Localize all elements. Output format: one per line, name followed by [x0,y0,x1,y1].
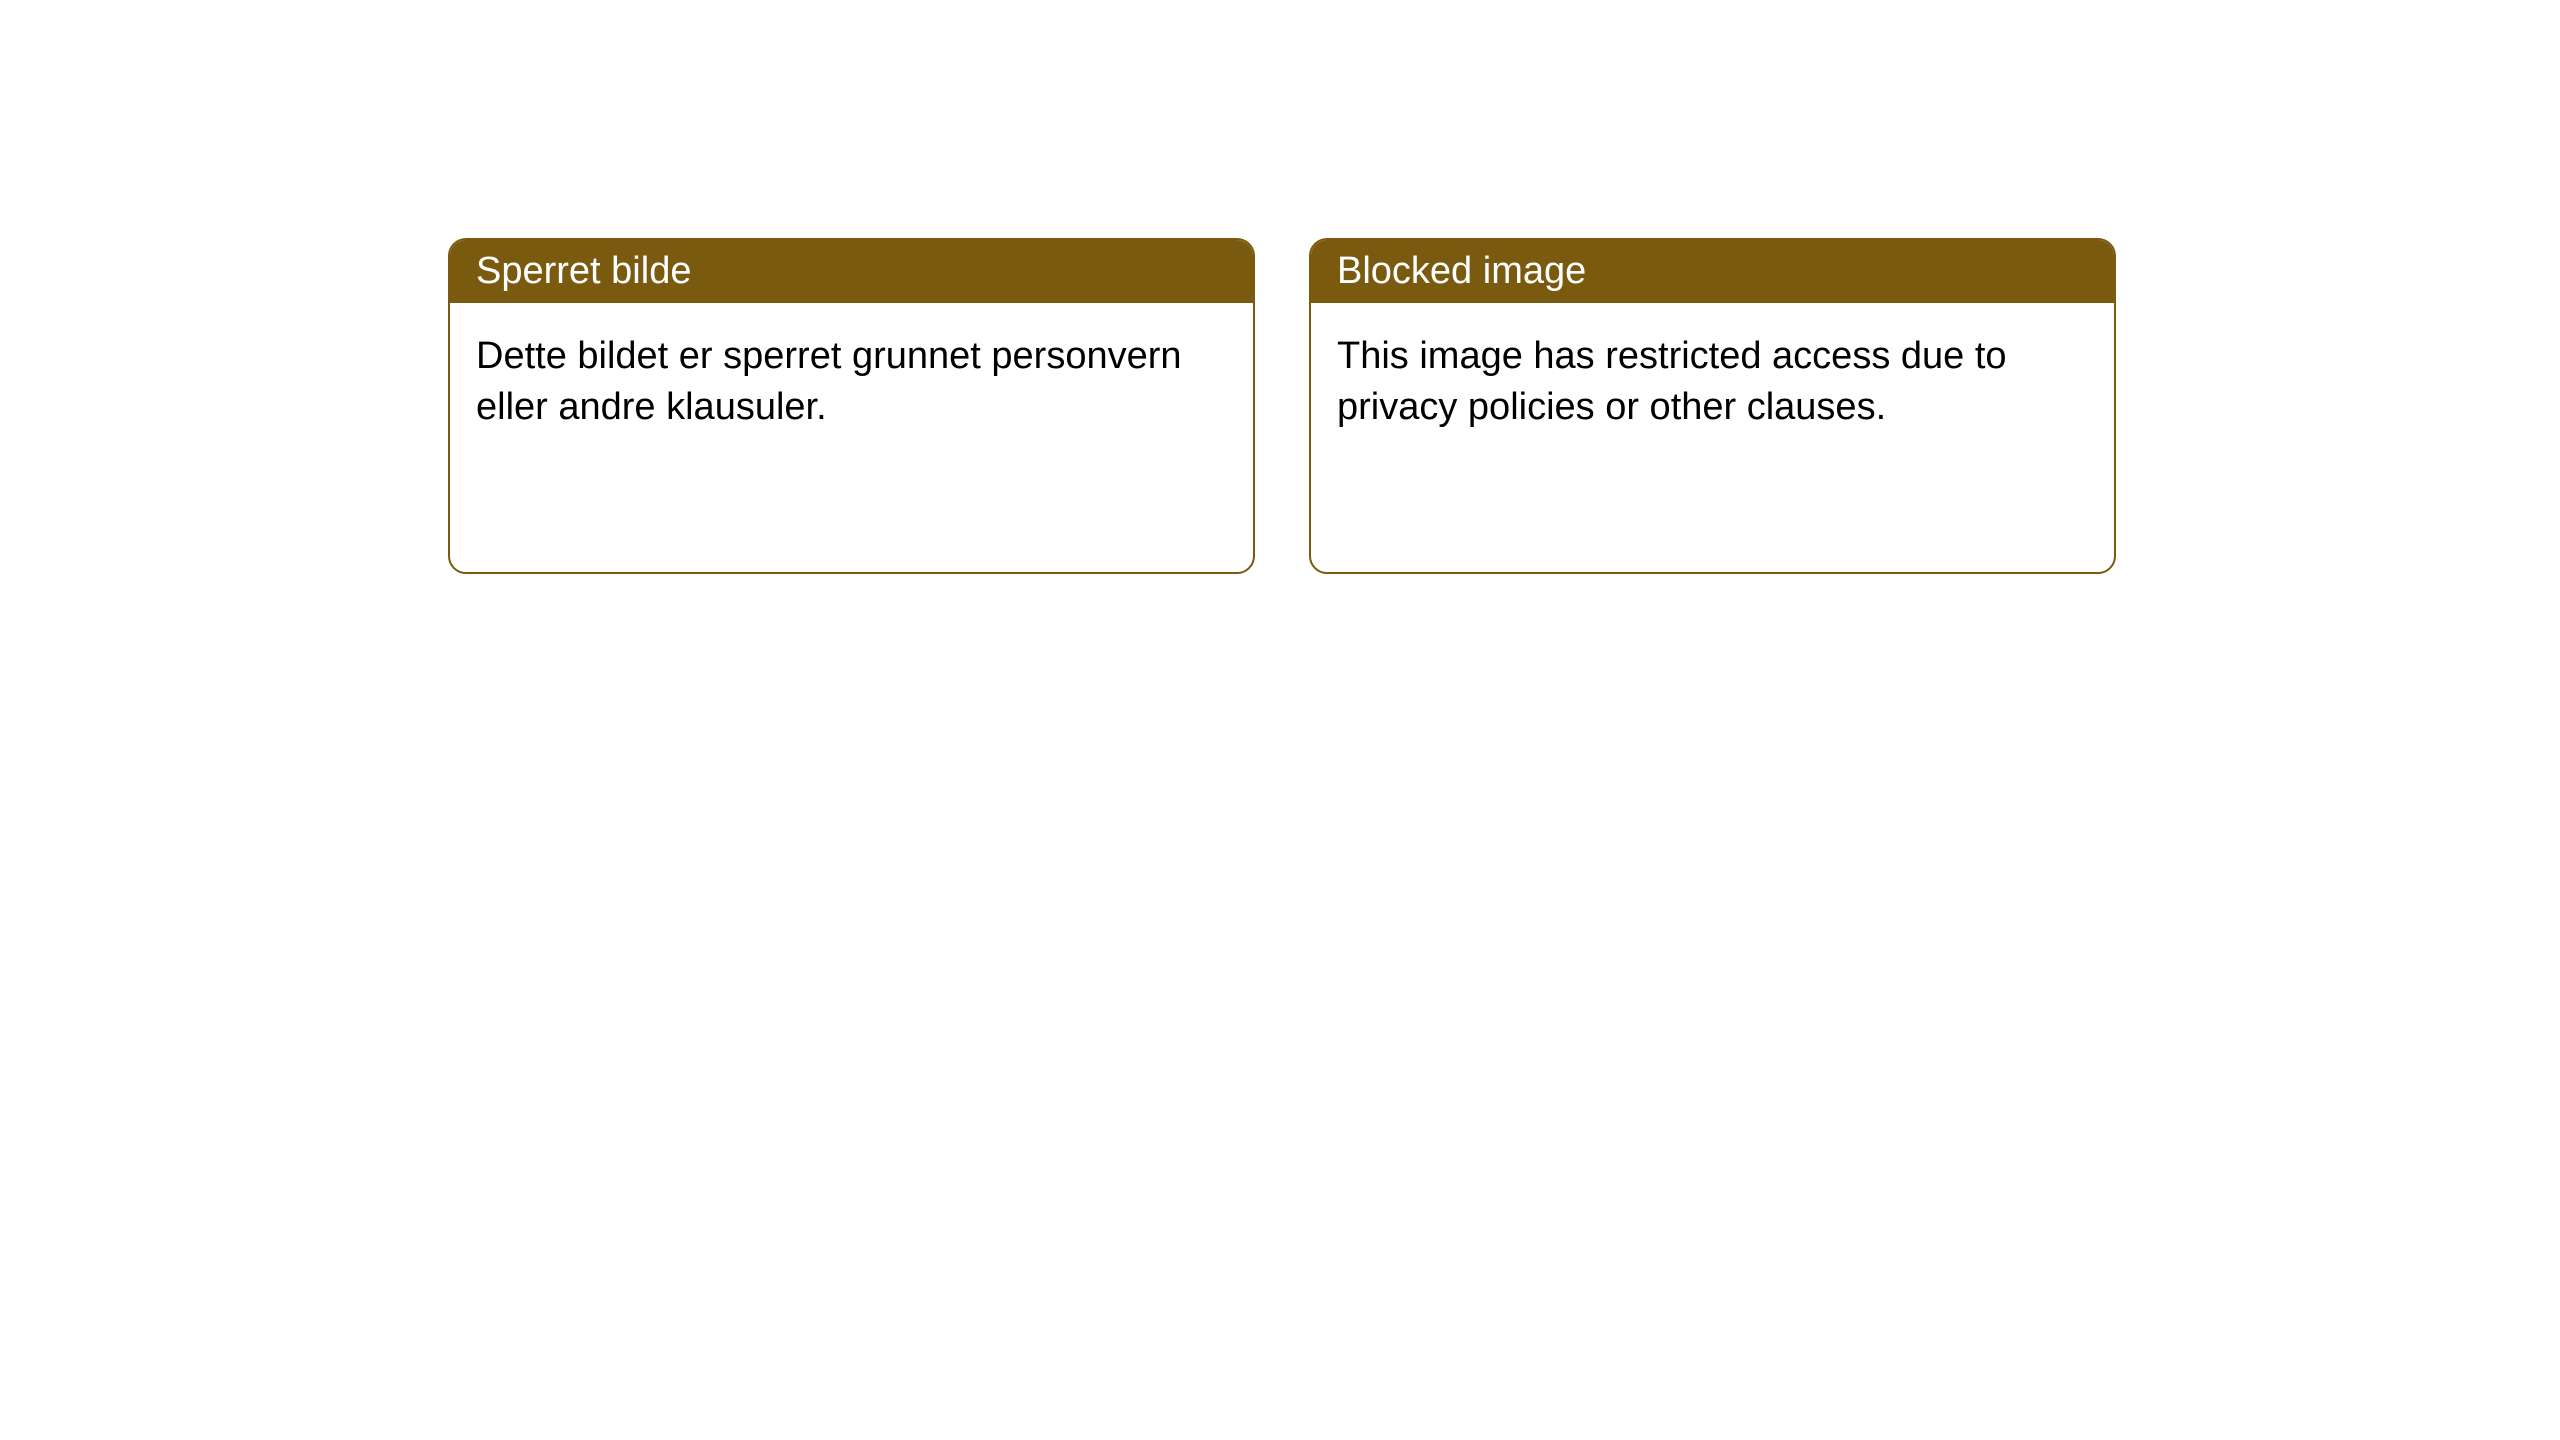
card-header-norwegian: Sperret bilde [450,240,1253,303]
card-header-english: Blocked image [1311,240,2114,303]
card-body-english: This image has restricted access due to … [1311,303,2114,462]
notice-card-norwegian: Sperret bilde Dette bildet er sperret gr… [448,238,1255,574]
card-title-english: Blocked image [1337,250,1586,292]
card-text-english: This image has restricted access due to … [1337,335,2007,428]
card-title-norwegian: Sperret bilde [476,250,691,292]
notice-card-english: Blocked image This image has restricted … [1309,238,2116,574]
card-text-norwegian: Dette bildet er sperret grunnet personve… [476,335,1182,428]
notice-cards-container: Sperret bilde Dette bildet er sperret gr… [448,238,2116,574]
card-body-norwegian: Dette bildet er sperret grunnet personve… [450,303,1253,462]
